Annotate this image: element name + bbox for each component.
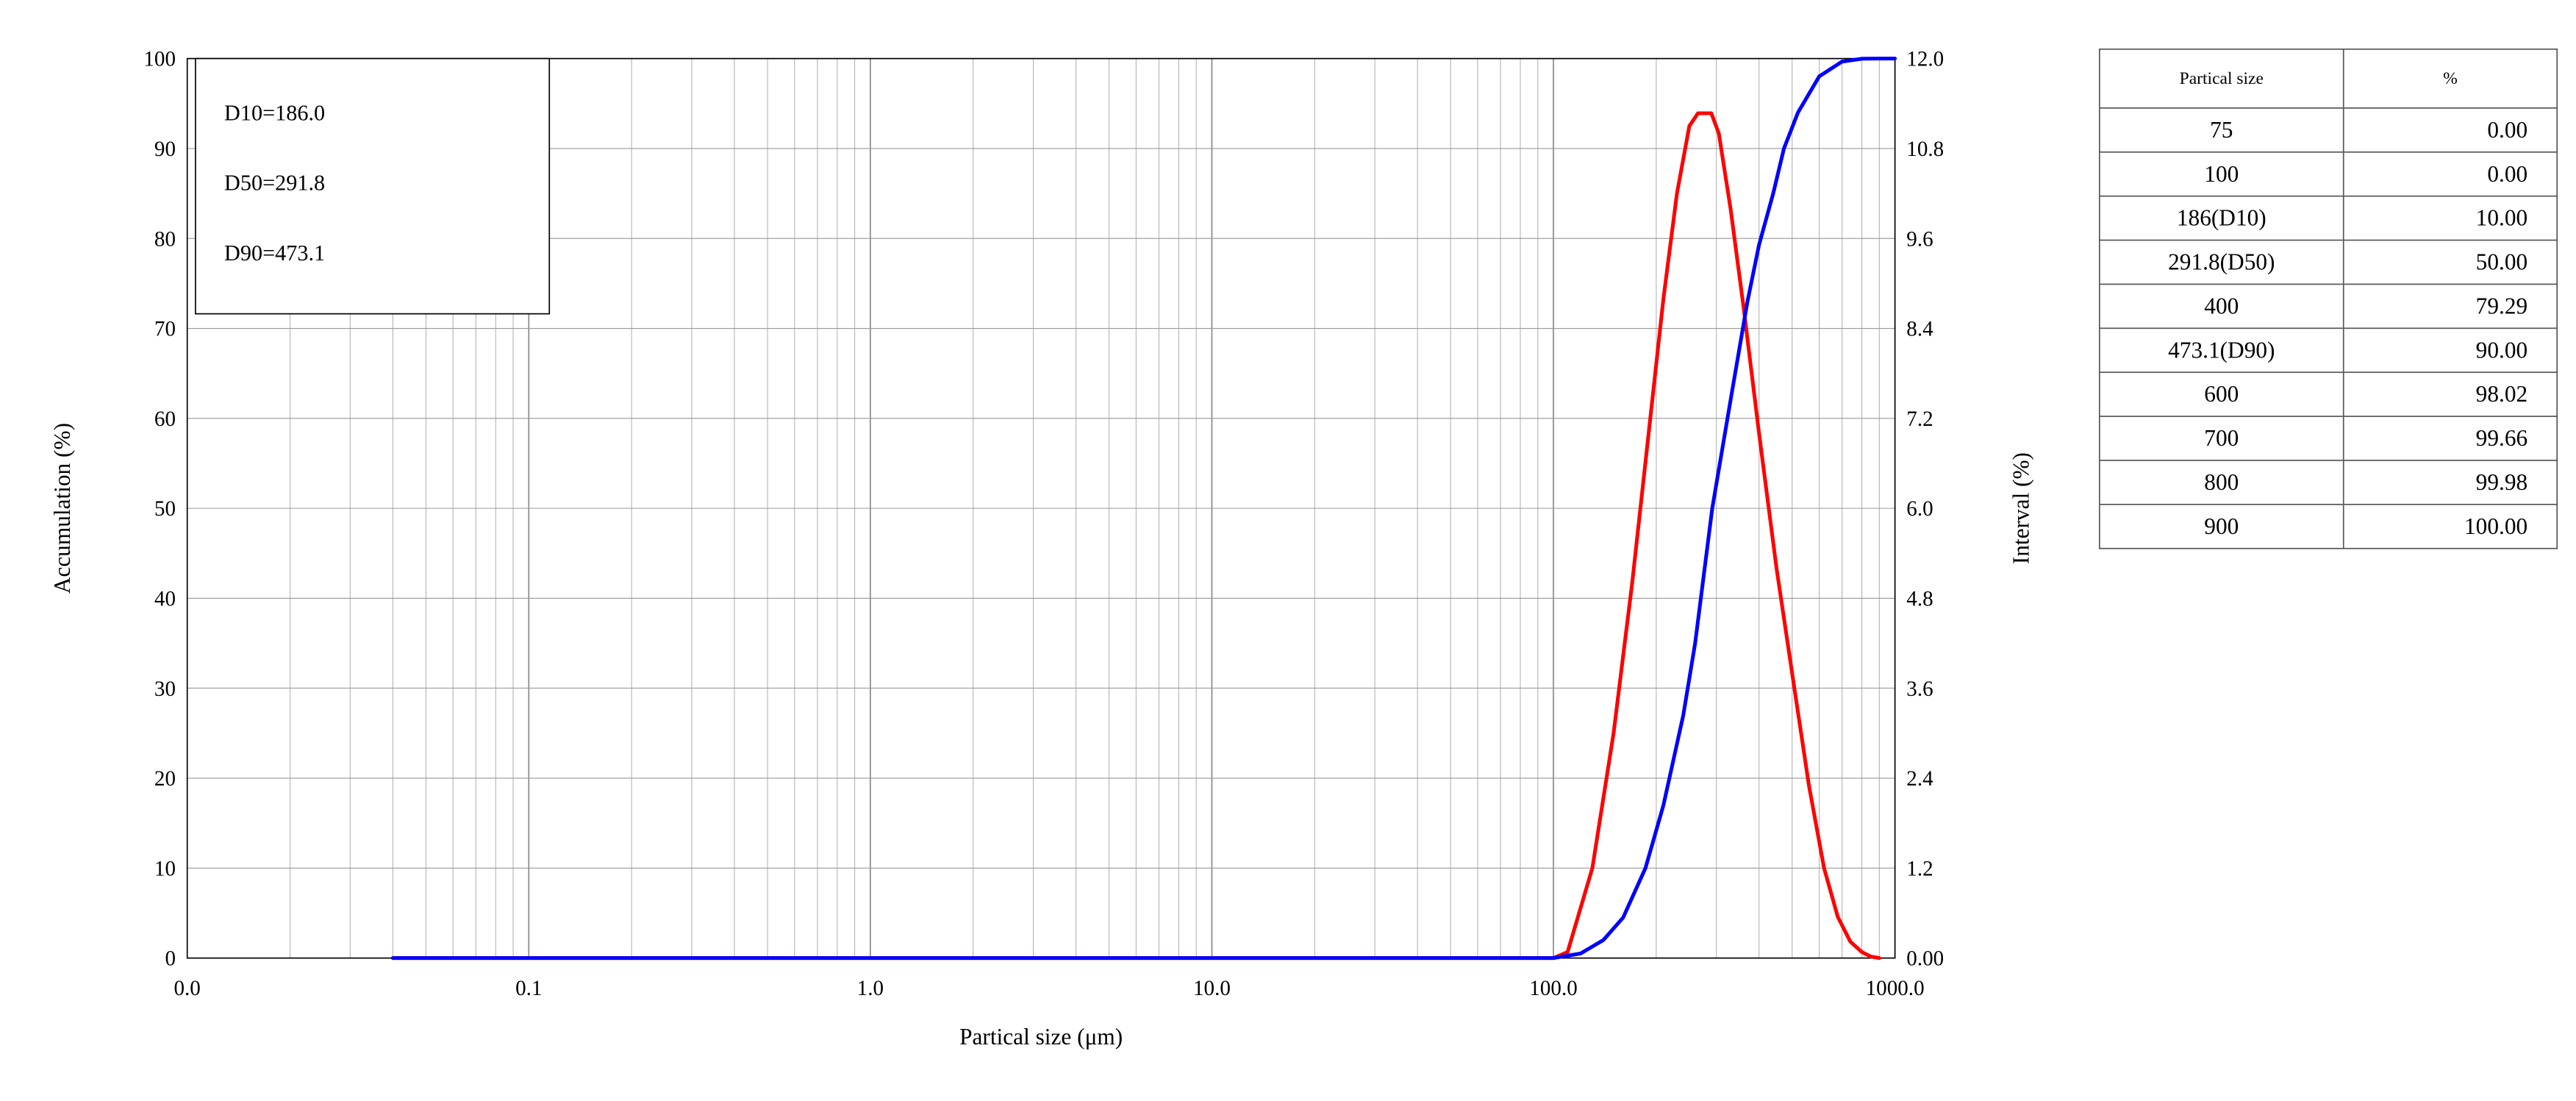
- size-cell: 700: [2099, 416, 2344, 461]
- left-y-tick-label: 100: [143, 48, 176, 71]
- table-row: 600 98.02: [2099, 371, 2558, 417]
- percent-cell: 0.00: [2342, 151, 2558, 197]
- size-distribution-table: Partical size % 75 0.00 100 0.00 186(D10) 1…: [2099, 49, 2558, 549]
- percent-cell: 98.02: [2342, 371, 2558, 417]
- percent-cell: 10.00: [2342, 195, 2558, 241]
- size-cell: 800: [2099, 460, 2344, 505]
- left-y-tick-label: 40: [154, 588, 176, 611]
- table-header-row: Partical size %: [2099, 49, 2558, 109]
- right-y-tick-label: 4.8: [1906, 588, 1933, 611]
- table-row: 100 0.00: [2099, 151, 2558, 197]
- annotation-d90: D90=473.1: [224, 240, 325, 266]
- left-y-tick-label: 0: [165, 947, 176, 971]
- right-y-tick-label: 9.6: [1906, 227, 1933, 251]
- size-cell: 75: [2099, 107, 2344, 153]
- right-y-tick-label: 0.00: [1906, 947, 1944, 971]
- table-row: 75 0.00: [2099, 107, 2558, 153]
- size-cell: 473.1(D90): [2099, 327, 2344, 374]
- series-layer: [390, 57, 1897, 961]
- d-values-box-frame: [195, 57, 551, 315]
- right-y-tick-label: 7.2: [1906, 407, 1933, 431]
- left-y-axis: 0 10 20 30 40 50 60 70 80 90 100: [143, 48, 176, 971]
- right-y-tick-label: 2.4: [1906, 767, 1933, 791]
- table-row: 473.1(D90) 90.00: [2099, 327, 2558, 374]
- d-values-box: D10=186.0 D50=291.8 D90=473.1: [195, 57, 551, 315]
- table-row: 800 99.98: [2099, 460, 2558, 505]
- x-axis: 0.0 0.1 1.0 10.0 100.0 1000.0: [173, 977, 1924, 1000]
- x-tick-label: 0.1: [515, 977, 542, 1000]
- left-y-axis-title: Accumulation (%): [49, 423, 75, 594]
- x-tick-label: 0.0: [173, 977, 200, 1000]
- table-row: 900 100.00: [2099, 504, 2558, 549]
- size-cell: 600: [2099, 371, 2344, 417]
- right-y-tick-label: 6.0: [1906, 497, 1933, 521]
- percent-cell: 99.66: [2342, 416, 2558, 461]
- percent-cell: 79.29: [2342, 283, 2558, 329]
- x-tick-label: 1000.0: [1866, 977, 1925, 1000]
- left-y-tick-label: 70: [154, 318, 176, 341]
- size-cell: 291.8(D50): [2099, 239, 2344, 285]
- percent-cell: 99.98: [2342, 460, 2558, 505]
- series-line-interval: [390, 111, 1881, 961]
- table-row: 700 99.66: [2099, 416, 2558, 461]
- left-y-tick-label: 30: [154, 677, 176, 701]
- x-tick-label: 100.0: [1529, 977, 1577, 1000]
- size-cell: 900: [2099, 504, 2344, 549]
- series-line-accumulation: [390, 57, 1897, 961]
- right-y-axis: 0.00 1.2 2.4 3.6 4.8 6.0 7.2 8.4 9.6 10.8 12.0: [1906, 48, 1944, 971]
- size-cell: 100: [2099, 151, 2344, 197]
- right-y-tick-label: 12.0: [1906, 48, 1944, 71]
- left-y-tick-label: 60: [154, 407, 176, 431]
- percent-cell: 50.00: [2342, 239, 2558, 285]
- right-y-tick-label: 8.4: [1906, 318, 1933, 341]
- header-percent: %: [2342, 49, 2558, 109]
- percent-cell: 90.00: [2342, 327, 2558, 374]
- percent-cell: 0.00: [2342, 107, 2558, 153]
- table-row: 400 79.29: [2099, 283, 2558, 329]
- left-y-tick-label: 80: [154, 227, 176, 251]
- annotation-d10: D10=186.0: [224, 101, 325, 126]
- x-axis-title: Partical size (μm): [959, 1024, 1123, 1050]
- annotation-d50: D50=291.8: [224, 171, 325, 196]
- table-row: 291.8(D50) 50.00: [2099, 239, 2558, 285]
- x-tick-label: 1.0: [857, 977, 884, 1000]
- table-row: 186(D10) 10.00: [2099, 195, 2558, 241]
- right-y-axis-title: Interval (%): [2008, 452, 2034, 564]
- size-cell: 400: [2099, 283, 2344, 329]
- right-y-tick-label: 10.8: [1906, 138, 1944, 161]
- right-y-tick-label: 3.6: [1906, 677, 1933, 701]
- percent-cell: 100.00: [2342, 504, 2558, 549]
- header-partical-size: Partical size: [2099, 49, 2344, 109]
- x-tick-label: 10.0: [1193, 977, 1231, 1000]
- left-y-tick-label: 50: [154, 497, 176, 521]
- right-y-tick-label: 1.2: [1906, 857, 1933, 880]
- left-y-tick-label: 10: [154, 857, 176, 880]
- left-y-tick-label: 20: [154, 767, 176, 791]
- size-cell: 186(D10): [2099, 195, 2344, 241]
- left-y-tick-label: 90: [154, 138, 176, 161]
